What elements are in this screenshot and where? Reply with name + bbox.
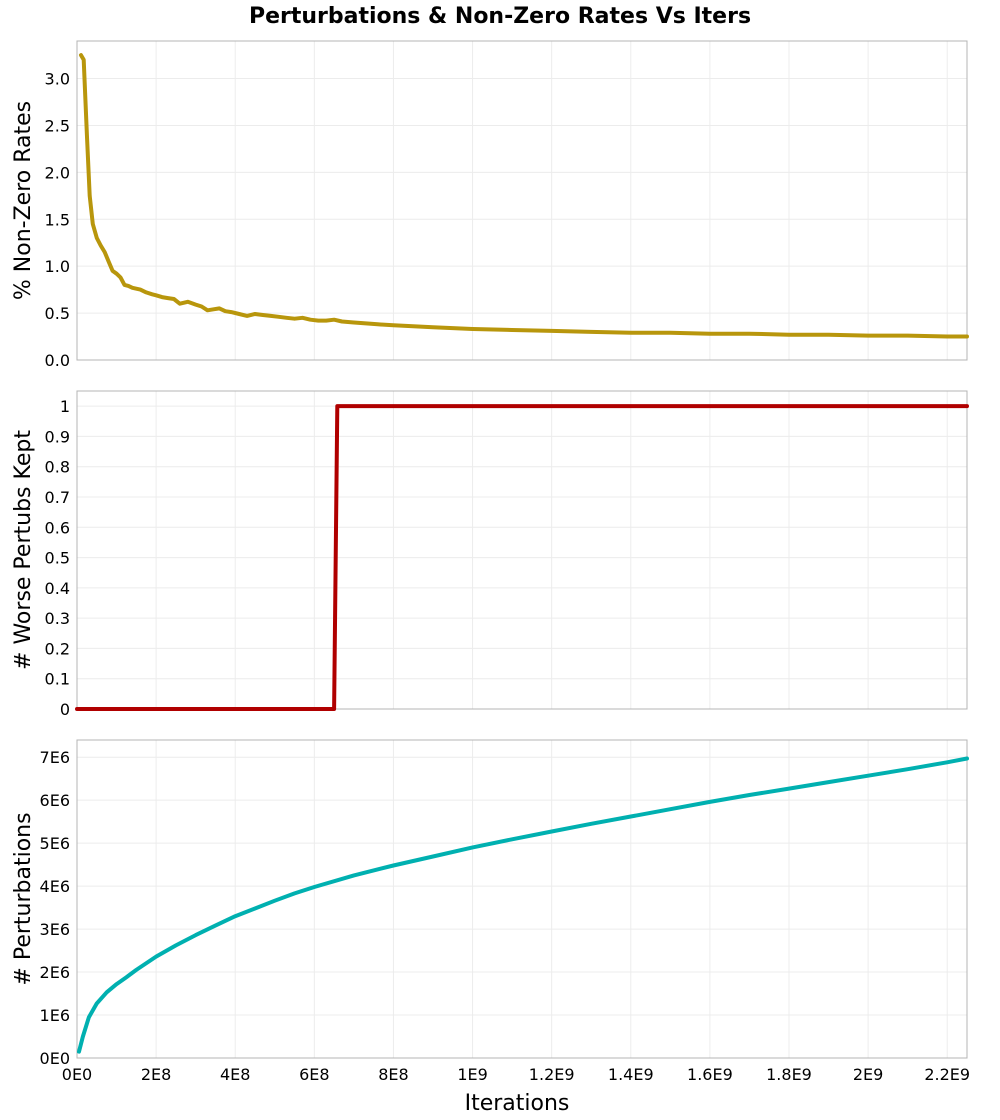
x-tick-label: 2.2E9 [924,1065,970,1084]
y-tick-label: 0.7 [45,488,70,507]
panel-3: 0E0 1E6 2E6 3E6 4E6 5E6 6E6 7E6 0E0 2E8 4E8 6E8 8E8 1… [11,739,970,1116]
y-tick-label: 2.0 [45,163,70,182]
x-tick-label: 1.8E9 [766,1065,812,1084]
y-tick-label: 5E6 [40,834,70,853]
plot-area [76,390,968,710]
x-tick-label: 4E8 [220,1065,250,1084]
panels: 0.0 0.5 1.0 1.5 2.0 2.5 3.0 % Non-Zero Rates 0 0.… [11,40,970,1116]
x-tick-label: 8E8 [378,1065,408,1084]
y-tick-label: 7E6 [40,748,70,767]
panel-2: 0 0.1 0.2 0.3 0.4 0.5 0.6 0.7 0.8 0.9 1 # Worse Per… [11,390,969,719]
panel-1: 0.0 0.5 1.0 1.5 2.0 2.5 3.0 % Non-Zero Rates [11,40,969,370]
y-axis-title: % Non-Zero Rates [11,101,36,300]
y-tick-label: 2.5 [45,116,70,135]
y-tick-label: 3.0 [45,70,70,89]
y-tick-label: 3E6 [40,920,70,939]
plot-area [76,739,968,1059]
y-tick-label: 0.5 [45,549,70,568]
y-tick-label: 0.3 [45,609,70,628]
plot-area [76,40,968,361]
x-axis-title: Iterations [465,1091,570,1116]
x-tick-label: 6E8 [299,1065,329,1084]
y-tick-label: 1E6 [40,1006,70,1025]
y-tick-label: 0.9 [45,427,70,446]
y-tick-label: 1.5 [45,210,70,229]
series-line-1 [79,53,969,339]
plot-frame [76,390,968,710]
y-tick-label: 6E6 [40,791,70,810]
x-tick-label: 1.2E9 [529,1065,575,1084]
y-tick-label: 0.8 [45,458,70,477]
y-axis-title: # Perturbations [11,812,36,985]
x-tick-label: 0E0 [62,1065,92,1084]
plot-frame [76,739,968,1059]
y-tick-label: 0.5 [45,304,70,323]
y-tick-label: 0.1 [45,670,70,689]
y-tick-label: 0 [60,700,70,719]
x-tick-label: 2E8 [141,1065,171,1084]
series-line-2 [75,404,969,711]
x-tick-label: 1E9 [457,1065,487,1084]
y-tick-label: 0.2 [45,639,70,658]
y-tick-label: 0.6 [45,518,70,537]
y-tick-label: 1 [60,397,70,416]
y-axis-title: # Worse Pertubs Kept [11,430,36,670]
y-tick-label: 0.4 [45,579,70,598]
x-tick-label: 2E9 [853,1065,883,1084]
x-tick-label: 1.6E9 [687,1065,733,1084]
plot-frame [76,40,968,361]
series-line-3 [77,756,969,1054]
x-tick-label: 1.4E9 [608,1065,654,1084]
y-tick-label: 0.0 [45,351,70,370]
y-tick-label: 0E0 [40,1049,70,1068]
y-tick-label: 2E6 [40,963,70,982]
chart-title: Perturbations & Non-Zero Rates Vs Iters [249,4,751,29]
y-tick-label: 4E6 [40,877,70,896]
y-tick-label: 1.0 [45,257,70,276]
